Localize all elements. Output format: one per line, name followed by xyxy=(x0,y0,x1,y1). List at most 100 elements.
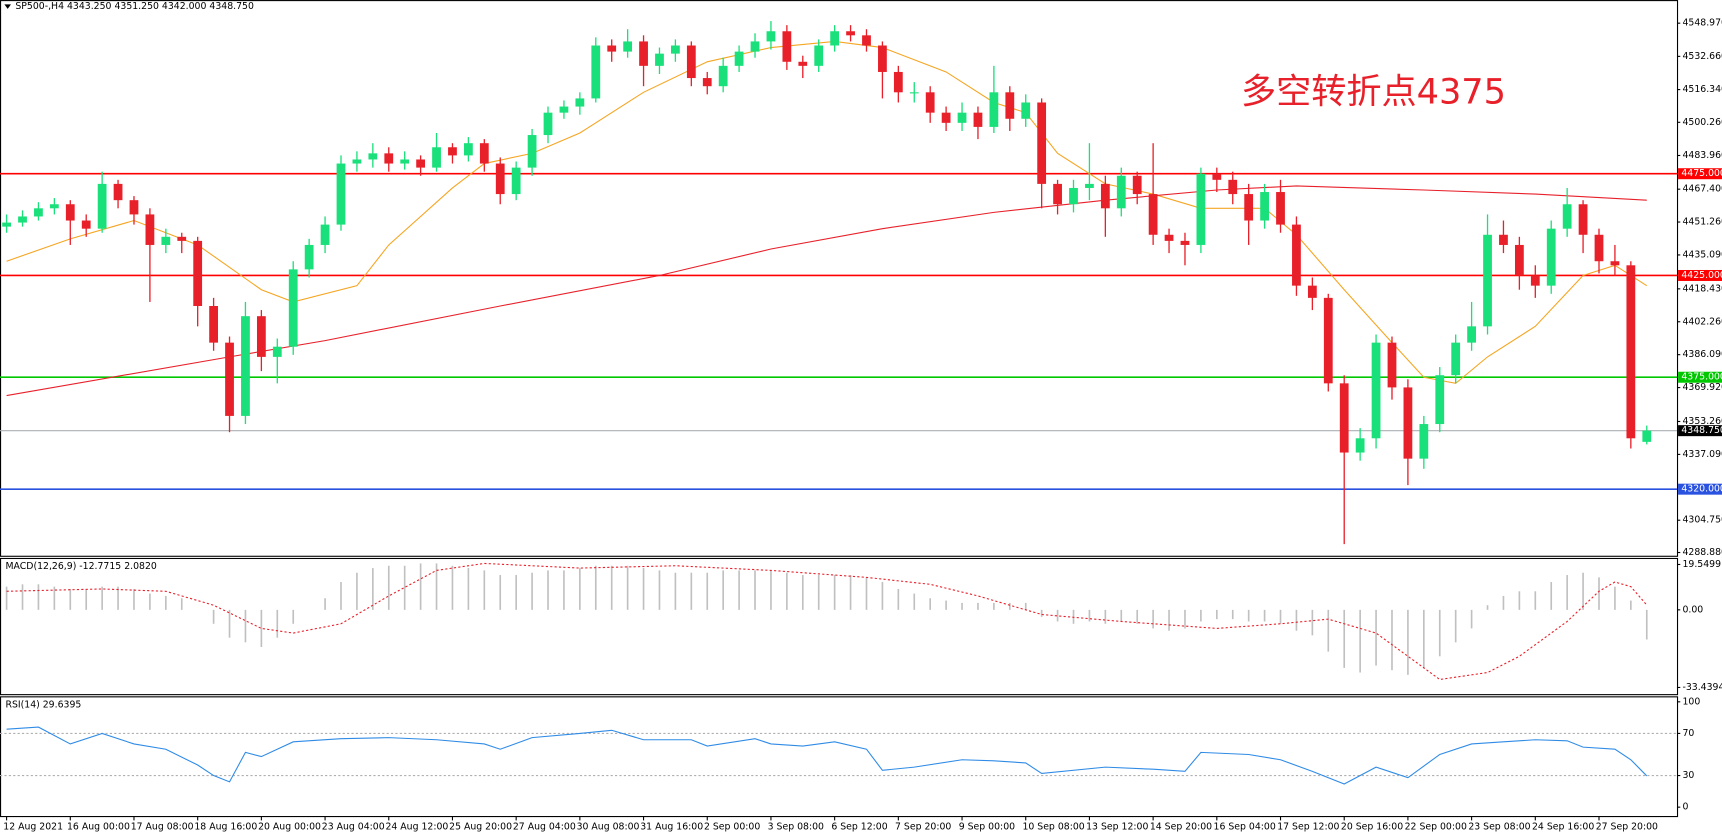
candle-body xyxy=(1483,234,1492,327)
candle-body xyxy=(1578,204,1588,235)
candle-body xyxy=(830,31,840,46)
annotation: 多空转折点4375 xyxy=(1241,71,1506,112)
candle-body xyxy=(145,214,155,245)
x-tick-label: 16 Aug 00:00 xyxy=(67,821,130,832)
x-tick-label: 13 Sep 12:00 xyxy=(1086,821,1148,832)
level-label-box xyxy=(1678,168,1722,180)
candle-body xyxy=(1005,92,1015,119)
candle-body xyxy=(448,147,457,156)
candle-body xyxy=(368,153,378,160)
candle-body xyxy=(1451,342,1461,376)
level-label-box xyxy=(1678,371,1722,383)
candle-body xyxy=(941,112,951,123)
level-label: 4475.000 xyxy=(1681,168,1722,179)
y-tick-label: 19.5499 xyxy=(1682,559,1721,570)
candle-body xyxy=(1371,342,1381,439)
candle-body xyxy=(1180,240,1190,245)
candle-body xyxy=(177,236,187,241)
candle-body xyxy=(766,31,776,42)
candle-body xyxy=(225,342,234,416)
menu-icon[interactable] xyxy=(4,4,11,9)
candle-body xyxy=(1244,194,1254,221)
candle-body xyxy=(495,163,505,195)
candle-body xyxy=(655,53,664,66)
level-label: 4375.000 xyxy=(1681,372,1722,383)
y-tick-label: 4418.430 xyxy=(1682,283,1722,294)
y-tick-label: 30 xyxy=(1682,770,1694,781)
candle-body xyxy=(543,112,553,136)
candle-body xyxy=(623,41,633,52)
level-label: 4348.750 xyxy=(1681,425,1722,436)
candle-body xyxy=(1212,173,1222,180)
candle-body xyxy=(2,222,11,227)
level-label: 4320.000 xyxy=(1681,484,1722,495)
candle-body xyxy=(702,78,712,87)
candle-body xyxy=(416,159,426,168)
candle-body xyxy=(639,41,648,66)
y-tick-label: 0.00 xyxy=(1682,604,1703,615)
x-tick-label: 12 Aug 2021 xyxy=(3,821,63,832)
candle-body xyxy=(352,159,362,164)
candle-body xyxy=(878,45,887,72)
candle-body xyxy=(1435,375,1445,425)
candle-body xyxy=(750,41,760,52)
candle-body xyxy=(1610,261,1620,266)
candle-body xyxy=(814,45,824,66)
macd-panel xyxy=(0,557,1679,696)
x-tick-label: 20 Aug 00:00 xyxy=(258,821,321,832)
candle-body xyxy=(1037,102,1047,184)
candle-body xyxy=(1276,192,1285,225)
candle-body xyxy=(288,269,298,347)
candle-body xyxy=(1387,342,1397,388)
rsi-title: RSI(14) 29.6395 xyxy=(5,700,81,711)
candle-body xyxy=(1053,183,1062,205)
candle-body xyxy=(49,204,59,209)
x-tick-label: 7 Sep 20:00 xyxy=(895,821,951,832)
y-tick-label: 70 xyxy=(1682,728,1694,739)
y-tick-label: 0 xyxy=(1682,802,1688,813)
y-tick-label: 4304.750 xyxy=(1682,515,1722,526)
candle-body xyxy=(241,316,250,416)
candle-body xyxy=(1339,383,1349,453)
x-tick-label: 3 Sep 08:00 xyxy=(768,821,824,832)
x-tick-label: 30 Aug 08:00 xyxy=(577,821,640,832)
candle-body xyxy=(718,65,728,87)
candle-body xyxy=(862,35,871,46)
y-tick-label: 4467.400 xyxy=(1682,184,1722,195)
candle-body xyxy=(671,45,680,54)
candle-body xyxy=(304,244,314,270)
moving-average xyxy=(6,40,1648,384)
candle-body xyxy=(1100,183,1110,209)
candle-body xyxy=(973,112,983,127)
candle-body xyxy=(1228,179,1238,195)
candle-body xyxy=(1292,224,1301,286)
candle-body xyxy=(607,45,617,52)
moving-average xyxy=(6,185,1647,397)
x-tick-label: 16 Sep 04:00 xyxy=(1214,821,1276,832)
main-panel xyxy=(0,0,1679,557)
y-tick-label: 4516.340 xyxy=(1682,84,1722,95)
candle-body xyxy=(686,45,696,79)
y-tick-label: 4532.660 xyxy=(1682,51,1722,62)
x-tick-label: 6 Sep 12:00 xyxy=(831,821,887,832)
candle-body xyxy=(798,61,808,66)
y-tick-label: 4288.880 xyxy=(1682,547,1722,558)
x-tick-label: 18 Aug 16:00 xyxy=(194,821,257,832)
candle-body xyxy=(256,316,266,357)
candle-body xyxy=(336,163,346,225)
candle-body xyxy=(782,31,792,62)
y-tick-label: 4435.090 xyxy=(1682,249,1722,260)
candle-body xyxy=(1514,244,1524,276)
candle-body xyxy=(384,153,394,164)
candle-body xyxy=(1323,297,1333,384)
y-tick-label: 4483.960 xyxy=(1682,150,1722,161)
candle-body xyxy=(320,224,330,245)
x-tick-label: 25 Aug 20:00 xyxy=(449,821,512,832)
candle-body xyxy=(511,167,521,195)
candle-body xyxy=(1116,175,1126,209)
candle-body xyxy=(1355,438,1365,453)
y-tick-label: 4500.260 xyxy=(1682,117,1722,128)
candle-body xyxy=(81,220,91,229)
